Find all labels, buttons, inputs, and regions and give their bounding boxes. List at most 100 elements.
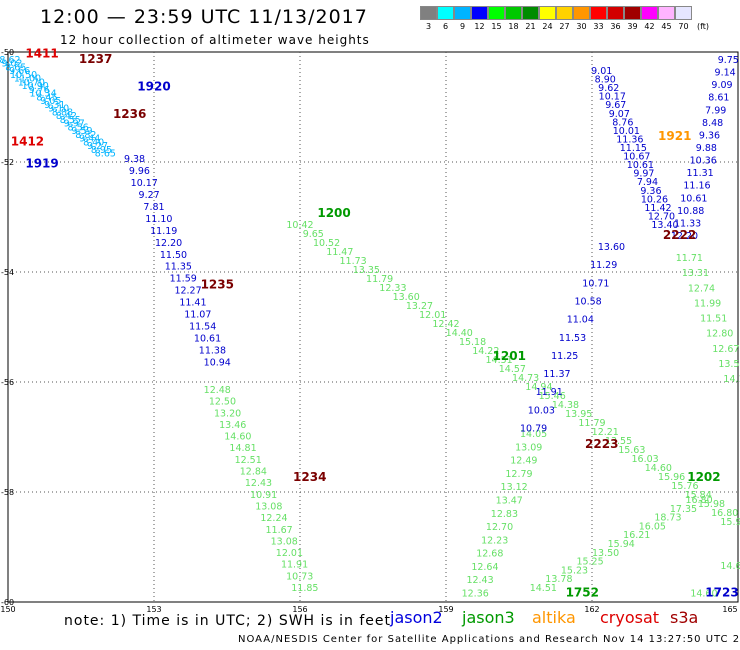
wave-height-reading: 8.42 bbox=[56, 111, 77, 122]
wave-height-reading: 14.60 bbox=[224, 432, 251, 443]
wave-height-reading: 14.69 bbox=[720, 561, 740, 572]
wave-height-reading: 8.82 bbox=[75, 130, 96, 141]
wave-height-reading: 14.51 bbox=[485, 355, 512, 366]
wave-height-reading: 7.99 bbox=[705, 105, 726, 116]
wave-height-reading: 14.40 bbox=[446, 328, 473, 339]
wave-height-reading: 12.70 bbox=[648, 211, 675, 222]
wave-height-reading: 12.23 bbox=[481, 535, 508, 546]
wave-height-reading: 14.05 bbox=[520, 429, 547, 440]
wave-height-reading: 8.65 bbox=[5, 62, 26, 73]
wave-height-reading: 11.33 bbox=[674, 218, 701, 229]
wave-height-reading: 11.53 bbox=[559, 333, 586, 344]
wave-height-reading: 12.01 bbox=[276, 548, 303, 559]
wave-height-reading: 9.96 bbox=[129, 166, 150, 177]
wave-height-reading: 12.43 bbox=[466, 575, 493, 586]
wave-height-reading: 8.55 bbox=[60, 115, 81, 126]
pass-time-label: 1921 bbox=[658, 129, 691, 143]
wave-height-reading: 12.42 bbox=[432, 319, 459, 330]
wave-height-reading: 13.08 bbox=[271, 536, 298, 547]
wave-height-reading: 14.60 bbox=[690, 589, 717, 600]
wave-height-reading: 10.91 bbox=[250, 490, 277, 501]
wave-height-reading: 8.65 bbox=[95, 149, 116, 160]
wave-height-reading: 12.68 bbox=[476, 549, 503, 560]
satellite-legend-item: jason3 bbox=[462, 608, 515, 627]
legend-swatch-label: 42 bbox=[644, 22, 655, 31]
wave-height-reading: 10.01 bbox=[613, 126, 640, 137]
wave-height-reading: 12.33 bbox=[379, 283, 406, 294]
wave-height-reading: 9.09 bbox=[711, 80, 732, 91]
legend-swatch bbox=[522, 6, 539, 20]
wave-height-reading: 10.52 bbox=[313, 238, 340, 249]
wave-height-reading: 9.36 bbox=[699, 130, 720, 141]
wave-height-reading: 9.38 bbox=[124, 154, 145, 165]
legend-swatch bbox=[624, 6, 641, 20]
legend-swatch-label: 70 bbox=[678, 22, 689, 31]
page-subtitle: 12 hour collection of altimeter wave hei… bbox=[60, 33, 370, 47]
wave-height-reading: 11.25 bbox=[551, 351, 578, 362]
wave-height-reading: 10.61 bbox=[680, 193, 707, 204]
wave-height-reading: 11.36 bbox=[616, 134, 643, 145]
wave-height-reading: 10.03 bbox=[528, 405, 555, 416]
wave-height-reading: 15.23 bbox=[561, 565, 588, 576]
pass-time-label: 1752 bbox=[566, 586, 599, 600]
wave-height-reading: 12.51 bbox=[235, 455, 262, 466]
wave-height-reading: 13.55 bbox=[605, 436, 632, 447]
wave-height-reading: 9.01 bbox=[591, 66, 612, 77]
wave-height-reading: 11.41 bbox=[179, 298, 206, 309]
wave-height-reading: 12.43 bbox=[245, 478, 272, 489]
wave-height-reading: 16.21 bbox=[623, 530, 650, 541]
wave-height-reading: 11.59 bbox=[170, 274, 197, 285]
legend-swatch-label: 6 bbox=[442, 22, 449, 31]
lon-tick-label: 153 bbox=[146, 605, 161, 614]
wave-height-reading: 10.73 bbox=[286, 571, 313, 582]
wave-height-reading: 12.80 bbox=[706, 329, 733, 340]
wave-height-reading: 9.67 bbox=[605, 100, 626, 111]
legend-swatch bbox=[437, 6, 454, 20]
wave-height-reading: 12.79 bbox=[505, 469, 532, 480]
page-title: 12:00 — 23:59 UTC 11/13/2017 bbox=[40, 6, 368, 28]
wave-height-reading: 13.60 bbox=[598, 242, 625, 253]
wave-height-reading: 14.94 bbox=[525, 382, 552, 393]
lon-tick-label: 150 bbox=[0, 605, 15, 614]
pass-time-label: 1920 bbox=[137, 80, 170, 94]
wave-height-reading: 13.09 bbox=[515, 442, 542, 453]
pass-time-label: 1201 bbox=[493, 349, 526, 363]
wave-height-reading: 10.50 bbox=[10, 70, 37, 81]
pass-time-label: 2223 bbox=[585, 437, 618, 451]
wave-height-reading: 10.90 bbox=[22, 81, 49, 92]
legend-swatch bbox=[505, 6, 522, 20]
wave-height-reading: 8.62 bbox=[0, 55, 21, 66]
satellite-legend-item: jason2 bbox=[390, 608, 443, 627]
legend-swatch-label: 24 bbox=[542, 22, 553, 31]
wave-height-reading: 9.44 bbox=[79, 134, 100, 145]
legend-swatch bbox=[675, 6, 692, 20]
color-scale-labels: 3 6 9 12 15 18 21 24 27 30 33 36 39 42 45 70 (ft) bbox=[420, 22, 714, 31]
legend-unit: (ft) bbox=[696, 22, 710, 31]
lon-tick-label: 156 bbox=[292, 605, 307, 614]
wave-height-reading: 16.80 bbox=[711, 508, 738, 519]
wave-height-reading: 13.95 bbox=[565, 409, 592, 420]
wave-height-reading: 14.60 bbox=[645, 463, 672, 474]
wave-height-reading: 11.19 bbox=[150, 226, 177, 237]
wave-height-reading: 15.18 bbox=[459, 337, 486, 348]
wave-height-reading: 12.01 bbox=[419, 310, 446, 321]
wave-height-reading: 11.50 bbox=[160, 250, 187, 261]
wave-height-reading: 13.40 bbox=[651, 220, 678, 231]
wave-height-reading: 11.16 bbox=[683, 181, 710, 192]
wave-height-reading: 9.07 bbox=[609, 109, 630, 120]
footer-note: note: 1) Time is in UTC; 2) SWH is in fe… bbox=[64, 613, 392, 629]
wave-height-reading: 10.71 bbox=[582, 278, 609, 289]
wave-height-reading: 14.57 bbox=[499, 364, 526, 375]
wave-height-reading: 10.67 bbox=[623, 152, 650, 163]
wave-height-reading: 8.88 bbox=[52, 107, 73, 118]
wave-height-reading: 9.66 bbox=[9, 66, 30, 77]
legend-swatch-label: 45 bbox=[661, 22, 672, 31]
pass-time-label: 1200 bbox=[317, 206, 350, 220]
wave-height-reading: 12.64 bbox=[471, 562, 498, 573]
wave-height-reading: 12.49 bbox=[510, 456, 537, 467]
wave-height-reading: 13.31 bbox=[682, 268, 709, 279]
wave-height-reading: 12.67 bbox=[712, 344, 739, 355]
wave-height-reading: 10.36 bbox=[690, 156, 717, 167]
legend-swatch-label: 33 bbox=[593, 22, 604, 31]
